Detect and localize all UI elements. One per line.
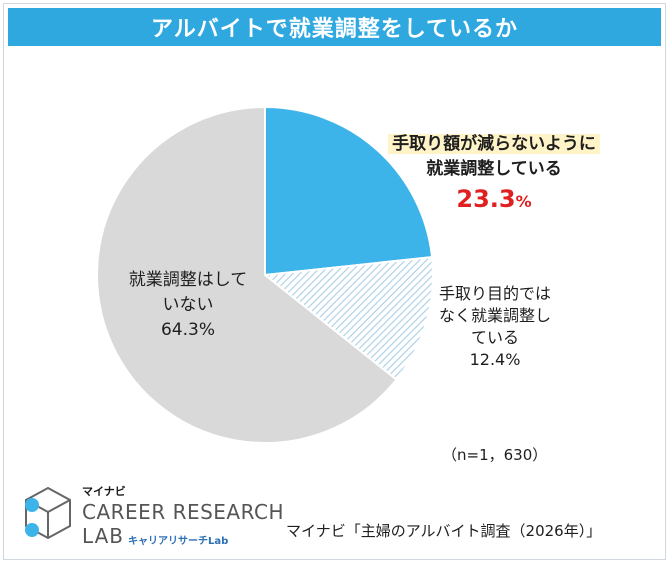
slice-label-main-line2: 就業調整している <box>426 159 562 179</box>
pie-slice-big <box>96 105 398 444</box>
slice-label-mid-line1: 手取り目的では <box>438 284 551 303</box>
slice-value-big: 64.3% <box>160 320 215 340</box>
logo-brand: マイナビ <box>82 485 126 498</box>
slice-value-mid: 12.4% <box>469 350 521 369</box>
slice-label-big-line2: いない <box>162 295 214 315</box>
pie-slice-mid <box>262 255 434 382</box>
title-banner: アルバイトで就業調整をしているか <box>8 8 661 46</box>
logo-sub: キャリアリサーチLab <box>128 536 229 547</box>
slice-value-main-unit: % <box>515 192 532 211</box>
chart-title: アルバイトで就業調整をしているか <box>150 17 519 42</box>
cube-logo-icon <box>25 486 71 540</box>
sample-size-note: （n=1，630） <box>442 446 548 464</box>
source-text: マイナビ「主婦のアルバイト調査（2026年）」 <box>286 522 602 540</box>
slice-label-mid-line2: なく就業調整し <box>438 306 551 325</box>
slice-label-big: 就業調整はして いない 64.3% <box>118 268 258 343</box>
logo-line1: CAREER RESEARCH <box>82 500 285 524</box>
logo-line2: LAB <box>82 524 125 548</box>
slice-label-big-line1: 就業調整はして <box>128 270 248 290</box>
logo: マイナビ CAREER RESEARCH LAB キャリアリサーチLab <box>22 482 284 554</box>
slice-value-main: 23.3 <box>456 185 516 213</box>
slice-label-mid-line3: ている <box>470 328 519 347</box>
slice-label-main: 手取り額が減らないように 就業調整している 23.3% <box>384 132 604 219</box>
pie-slice-main <box>264 105 434 277</box>
slice-label-main-line1: 手取り額が減らないように <box>388 134 600 154</box>
slice-label-mid: 手取り目的では なく就業調整し ている 12.4% <box>430 283 560 371</box>
